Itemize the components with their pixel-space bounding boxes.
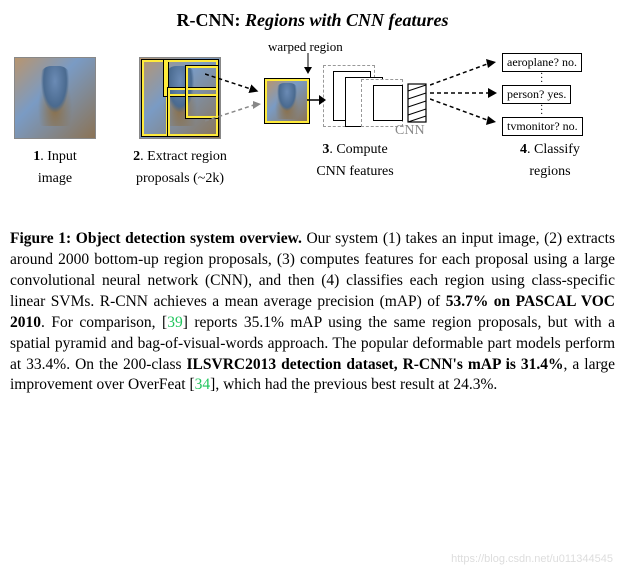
arrow-region-to-warp-1 [205,69,265,99]
arrow-region-to-warp-2 [205,99,265,129]
arrow-warp-to-cnn [307,93,327,107]
step1-l1: . Input [40,149,77,164]
cnn-layer-3 [373,85,403,121]
step2-l2: proposals (~2k) [120,170,240,188]
title-prefix: R-CNN: [176,10,244,30]
arrow-cnn-to-class-1 [430,59,500,87]
caption-body5: ], which had the previous best result at… [210,376,497,393]
title-italic: Regions with CNN features [245,10,449,30]
caption-body2: . For comparison, [ [41,314,167,331]
step3-l1: . Compute [329,142,387,157]
cite-39: 39 [167,314,183,331]
step3-l2: CNN features [265,163,445,181]
step4-l2: regions [495,163,605,181]
input-image [14,57,96,139]
caption-lead: Figure 1: Object detection system overvi… [10,230,302,247]
figure-caption: Figure 1: Object detection system overvi… [10,229,615,396]
panel-cnn: CNN 3. Compute CNN features [265,57,445,180]
step4-l1: . Classify [527,142,580,157]
dots-1: ··· [540,73,543,85]
dots-2: ··· [540,105,543,117]
cnn-label: CNN [395,123,425,139]
class-person: person? yes. [502,85,571,104]
arrow-label-down [302,53,314,75]
pipeline-diagram: warped region 1. Input image 2. Extract … [10,39,615,219]
cite-34: 34 [195,376,211,393]
panel-input: 1. Input image [10,57,100,187]
watermark: https://blog.csdn.net/u011344545 [451,553,613,565]
arrow-cnn-to-class-3 [430,97,500,127]
class-tvmonitor: tvmonitor? no. [502,117,583,136]
step4-num: 4 [520,142,527,157]
panel-classify: 4. Classify regions [495,137,605,180]
caption-bold2: ILSVRC2013 detection dataset, R-CNN's mA… [187,356,564,373]
figure-title: R-CNN: Regions with CNN features [10,10,615,31]
step2-l1: . Extract region [140,149,227,164]
cnn-output-icon [407,83,429,125]
warped-image [265,79,309,123]
step1-l2: image [10,170,100,188]
